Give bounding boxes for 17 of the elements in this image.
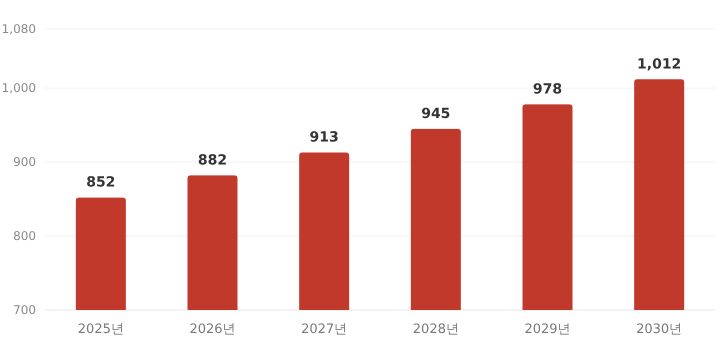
y-tick-label: 700 [13,303,36,317]
data-label: 1,012 [637,56,682,72]
data-label: 852 [86,174,116,191]
x-tick-label: 2026년 [189,322,236,337]
x-tick-label: 2030년 [636,322,682,337]
y-tick-label: 800 [13,229,36,244]
y-tick-label: 900 [13,155,36,170]
y-tick-label: 1,000 [2,81,36,96]
x-tick-label: 2028년 [412,322,459,337]
data-label: 882 [198,152,228,168]
x-tick-label: 2027년 [301,322,348,337]
x-tick-label: 2029년 [524,322,571,337]
x-tick-label: 2025년 [78,322,124,337]
data-label: 913 [310,129,339,146]
y-tick-label: 1,080 [2,22,36,36]
data-label: 945 [421,106,450,122]
data-label: 978 [532,81,562,98]
